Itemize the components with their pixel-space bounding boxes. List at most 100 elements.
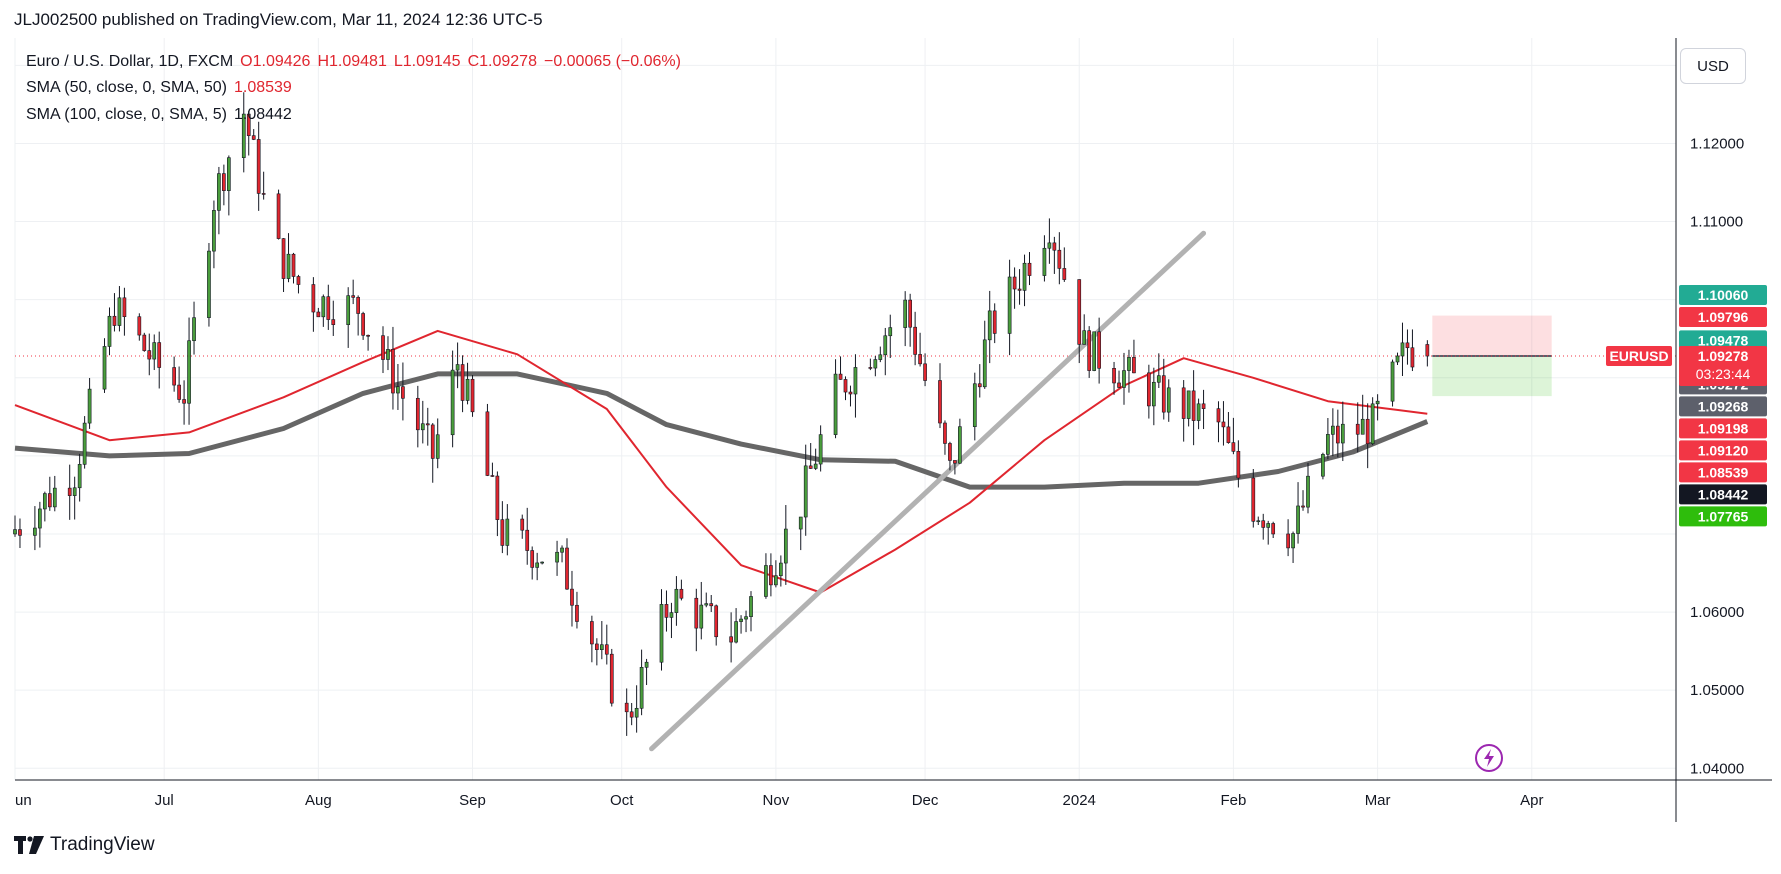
candle-body-up bbox=[1360, 418, 1365, 435]
candle-body-up bbox=[1047, 242, 1052, 249]
legend-sma50: SMA (50, close, 0, SMA, 50) 1.08539 bbox=[26, 79, 299, 97]
legend-open: O1.09426 bbox=[240, 53, 311, 70]
candle bbox=[599, 621, 604, 660]
candle-body-down bbox=[18, 529, 22, 536]
candle bbox=[366, 334, 370, 351]
candle-body-up bbox=[1256, 520, 1261, 523]
candle bbox=[187, 317, 191, 425]
price-label-text: 1.08539 bbox=[1698, 464, 1749, 480]
candle bbox=[1355, 402, 1360, 453]
candle-body-down bbox=[137, 316, 142, 336]
candle bbox=[311, 277, 316, 332]
stop-loss-zone bbox=[1432, 315, 1552, 357]
candle-body-up bbox=[1166, 387, 1171, 413]
candle-body-down bbox=[1062, 268, 1067, 280]
candle bbox=[415, 385, 420, 448]
candle-body-down bbox=[709, 603, 714, 607]
candle bbox=[729, 612, 733, 663]
candle-body-down bbox=[992, 310, 997, 334]
candle bbox=[1007, 259, 1012, 356]
sma50-label: SMA (50, close, 0, SMA, 50) bbox=[26, 79, 227, 96]
candle-body-down bbox=[1425, 344, 1430, 357]
lightning-icon[interactable] bbox=[1474, 743, 1504, 773]
candle bbox=[1062, 247, 1067, 282]
candle bbox=[470, 375, 475, 417]
candle bbox=[122, 287, 127, 336]
candle bbox=[664, 590, 669, 632]
candle bbox=[783, 505, 788, 585]
candle-body-down bbox=[729, 636, 733, 643]
tradingview-logo[interactable]: TradingView bbox=[14, 834, 155, 856]
candle-body-down bbox=[918, 354, 922, 365]
candle bbox=[331, 300, 336, 336]
candle-body-down bbox=[938, 380, 942, 424]
candle bbox=[1057, 232, 1062, 285]
candle-body-up bbox=[734, 621, 738, 643]
candle bbox=[1321, 452, 1325, 480]
candle-body-down bbox=[1117, 382, 1121, 388]
candle-body-up bbox=[1390, 361, 1395, 402]
x-tick-label: Nov bbox=[763, 792, 790, 809]
candle bbox=[401, 362, 405, 421]
candle-body-down bbox=[1181, 387, 1186, 419]
candle-body-up bbox=[226, 157, 231, 191]
candle bbox=[18, 518, 22, 549]
current-price-text: 1.09278 bbox=[1698, 348, 1749, 364]
price-label-text: 1.09478 bbox=[1698, 332, 1749, 348]
trendline[interactable] bbox=[649, 230, 1207, 752]
candle-body-up bbox=[639, 666, 644, 709]
candle-body-up bbox=[396, 386, 400, 394]
candle bbox=[1425, 340, 1430, 367]
price-label-text: 1.10060 bbox=[1698, 287, 1749, 303]
candle-body-down bbox=[694, 597, 699, 629]
candle bbox=[82, 416, 87, 469]
candle bbox=[868, 358, 873, 371]
candle bbox=[669, 602, 674, 639]
candle-body-down bbox=[222, 173, 226, 191]
candle bbox=[1186, 390, 1191, 427]
candle bbox=[918, 332, 922, 367]
candle bbox=[425, 407, 430, 446]
candle-body-down bbox=[415, 397, 420, 431]
candle bbox=[704, 592, 709, 608]
candle bbox=[923, 353, 927, 387]
candle bbox=[1191, 370, 1196, 446]
legend-sma100: SMA (100, close, 0, SMA, 5) 1.08442 bbox=[26, 106, 299, 124]
candle bbox=[883, 327, 888, 376]
candle-body-down bbox=[122, 297, 127, 318]
candle-body-down bbox=[1112, 367, 1116, 384]
candle-body-down bbox=[679, 588, 684, 599]
candle-body-down bbox=[485, 411, 490, 476]
candle-body-down bbox=[1271, 523, 1276, 535]
candle bbox=[1077, 279, 1082, 364]
candle-body-up bbox=[82, 422, 87, 465]
candle bbox=[321, 294, 326, 327]
x-tick-label: Aug bbox=[305, 792, 332, 809]
y-tick-label: 1.05000 bbox=[1690, 682, 1744, 699]
price-label-tag: 1.10060 bbox=[1679, 284, 1767, 305]
candle bbox=[1047, 218, 1052, 264]
candle-body-up bbox=[982, 339, 987, 388]
candle bbox=[435, 418, 440, 469]
sma100-label: SMA (100, close, 0, SMA, 5) bbox=[26, 106, 227, 123]
candle-body-down bbox=[1365, 418, 1370, 445]
candle bbox=[1201, 389, 1206, 430]
candle-body-up bbox=[1092, 331, 1096, 371]
candle-body-down bbox=[500, 519, 505, 546]
sma50-value: 1.08539 bbox=[233, 79, 292, 96]
candle-body-down bbox=[943, 422, 947, 444]
candle bbox=[192, 301, 196, 355]
candle-body-down bbox=[47, 493, 52, 508]
candle-body-up bbox=[102, 346, 107, 390]
candle bbox=[495, 471, 500, 537]
candle-body-down bbox=[470, 378, 475, 413]
currency-selector[interactable]: USD bbox=[1680, 48, 1746, 84]
candle bbox=[1271, 521, 1276, 539]
price-label-text: 1.07765 bbox=[1698, 508, 1749, 524]
candle-body-up bbox=[818, 434, 823, 465]
candle-body-down bbox=[1405, 342, 1410, 349]
candle-body-down bbox=[1147, 372, 1151, 407]
candle bbox=[207, 243, 211, 327]
symbol-badge: EURUSD bbox=[1606, 346, 1672, 367]
